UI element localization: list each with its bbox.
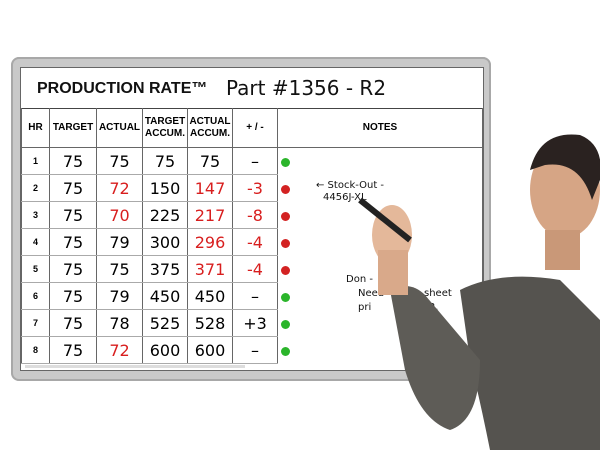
cell-target: 75 [49, 336, 97, 364]
status-magnet-red[interactable] [281, 184, 290, 194]
cell-hr: 5 [21, 255, 50, 283]
column-header: + / - [232, 108, 278, 148]
cell-target-accum: 450 [142, 282, 188, 310]
part-number: Part #1356 - R2 [226, 76, 387, 100]
column-header: TARGET ACCUM. [142, 108, 188, 148]
cell-actual-accum: 75 [187, 147, 233, 175]
column-header: ACTUAL [96, 108, 143, 148]
cell-actual: 75 [96, 255, 143, 283]
table-row: 1 75 75 75 75– [21, 147, 483, 175]
cell-target: 75 [49, 309, 97, 337]
cell-hr: 1 [21, 147, 50, 175]
cell-target: 75 [49, 255, 97, 283]
handwritten-note: Need [358, 288, 385, 299]
column-header: NOTES [277, 108, 483, 148]
cell-target: 75 [49, 228, 97, 256]
cell-target: 75 [49, 174, 97, 202]
cell-actual: 79 [96, 228, 143, 256]
status-magnet-green[interactable] [281, 319, 290, 329]
cell-actual-accum: 147 [187, 174, 233, 202]
title-bar: PRODUCTION RATE™ Part #1356 - R2 [21, 68, 483, 109]
handwritten-note: Don - [346, 274, 373, 285]
cell-actual-accum: 217 [187, 201, 233, 229]
status-magnet-red[interactable] [281, 265, 290, 275]
cell-target-accum: 150 [142, 174, 188, 202]
cell-hr: 4 [21, 228, 50, 256]
cell-hr: 8 [21, 336, 50, 364]
cell-diff: -4 [232, 255, 278, 283]
cell-actual: 72 [96, 174, 143, 202]
cell-hr: 6 [21, 282, 50, 310]
status-magnet-green[interactable] [281, 292, 290, 302]
table-row: 6 75 79 450 450– [21, 282, 483, 310]
cell-target: 75 [49, 147, 97, 175]
shirt-body [460, 276, 600, 450]
arm-sleeve [390, 286, 480, 430]
production-table: HR TARGET ACTUAL TARGET ACCUM. ACTUAL ACCUM.… [21, 108, 483, 364]
cell-target-accum: 525 [142, 309, 188, 337]
cell-target: 75 [49, 201, 97, 229]
notes-cell [277, 147, 483, 175]
hair [530, 134, 600, 200]
status-magnet-green[interactable] [281, 346, 290, 356]
cell-diff: -8 [232, 201, 278, 229]
cell-actual: 78 [96, 309, 143, 337]
cell-actual: 75 [96, 147, 143, 175]
marker-pen [358, 197, 412, 243]
cell-target-accum: 225 [142, 201, 188, 229]
cell-diff: – [232, 336, 278, 364]
status-magnet-red[interactable] [281, 211, 290, 221]
cell-actual: 70 [96, 201, 143, 229]
cell-actual-accum: 600 [187, 336, 233, 364]
cell-diff: – [232, 282, 278, 310]
cell-hr: 2 [21, 174, 50, 202]
footer-fineprint [25, 365, 245, 368]
cell-actual-accum: 450 [187, 282, 233, 310]
neck [545, 230, 580, 270]
board-title: PRODUCTION RATE™ [37, 80, 208, 97]
column-header: TARGET [49, 108, 97, 148]
cell-target-accum: 600 [142, 336, 188, 364]
cell-actual: 79 [96, 282, 143, 310]
cell-diff: -3 [232, 174, 278, 202]
column-header: ACTUAL ACCUM. [187, 108, 233, 148]
cell-actual: 72 [96, 336, 143, 364]
cell-actual-accum: 371 [187, 255, 233, 283]
forearm [378, 250, 408, 295]
notes-cell [277, 174, 483, 202]
cell-target: 75 [49, 282, 97, 310]
column-header: HR [21, 108, 50, 148]
cell-hr: 7 [21, 309, 50, 337]
cell-target-accum: 75 [142, 147, 188, 175]
cell-diff: -4 [232, 228, 278, 256]
handwritten-note: ← Stock-Out - [316, 180, 385, 191]
cell-diff: +3 [232, 309, 278, 337]
cell-target-accum: 300 [142, 228, 188, 256]
handwritten-note: ec. sheet [406, 288, 452, 299]
cell-hr: 3 [21, 201, 50, 229]
handwritten-note: 4456J-XL [323, 192, 367, 203]
cell-target-accum: 375 [142, 255, 188, 283]
status-magnet-green[interactable] [281, 157, 290, 167]
cell-actual-accum: 296 [187, 228, 233, 256]
table-row: 3 75 70 225 217 -8 [21, 201, 483, 229]
cell-actual-accum: 528 [187, 309, 233, 337]
status-magnet-red[interactable] [281, 238, 290, 248]
man-writing [358, 134, 600, 450]
notes-cell [277, 282, 483, 310]
cell-diff: – [232, 147, 278, 175]
table-row: 2 75 72 150 147 -3 [21, 174, 483, 202]
handwritten-note: pri [358, 302, 372, 313]
